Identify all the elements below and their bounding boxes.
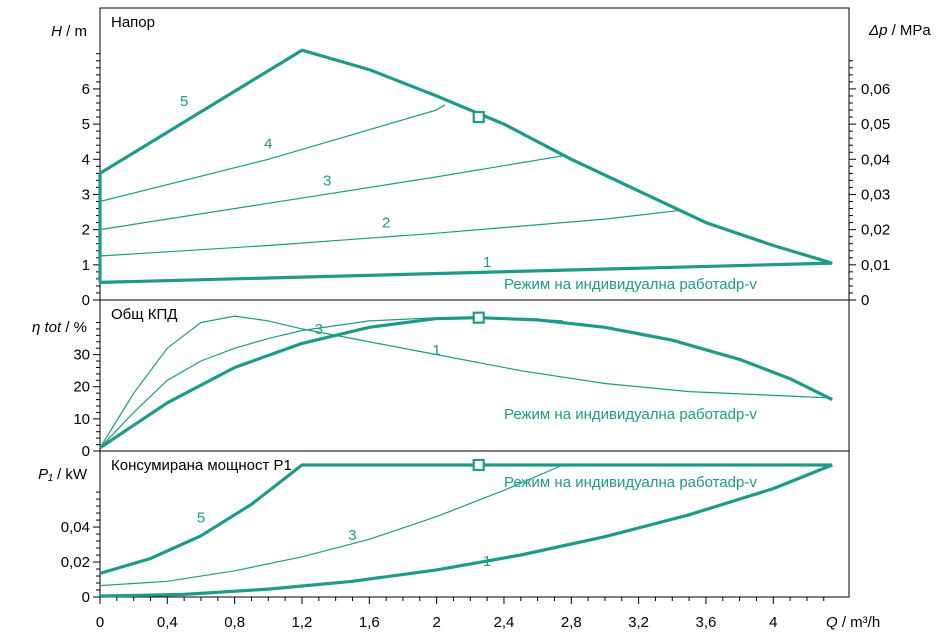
curve-label-5: 5 bbox=[180, 93, 188, 110]
y-tick-label: 0 bbox=[82, 443, 90, 460]
curve-1 bbox=[99, 315, 833, 449]
y-tick-label: 0 bbox=[82, 292, 90, 309]
curve-label-3: 3 bbox=[315, 321, 323, 338]
curve-4 bbox=[99, 104, 446, 203]
y-tick-label: 0,04 bbox=[61, 519, 90, 536]
y-tick-label: 20 bbox=[73, 379, 90, 396]
curve-2 bbox=[99, 209, 681, 257]
y-tick-label: 6 bbox=[82, 81, 90, 98]
curve-5 bbox=[99, 316, 833, 450]
y2-axis-label: Δp / MPa bbox=[868, 22, 931, 39]
y-tick-label: 30 bbox=[73, 347, 90, 364]
operating-point-marker bbox=[472, 110, 485, 124]
y-tick-label: 0 bbox=[82, 589, 90, 606]
panel-frame bbox=[99, 450, 850, 598]
curve-3 bbox=[99, 155, 563, 231]
panel-title: Общ КПД bbox=[111, 306, 177, 323]
y2-tick-label: 0,03 bbox=[861, 186, 890, 203]
x-tick-label: 1,6 bbox=[359, 614, 380, 631]
curve-label-2: 2 bbox=[382, 215, 390, 232]
mode-label: Режим на индивидуална работаdp-v bbox=[504, 474, 757, 491]
x-tick-label: 1,2 bbox=[292, 614, 313, 631]
curve-label-4: 4 bbox=[264, 135, 272, 152]
panel-1: 0 1 2 3 4 5 6 0 0,01 0,02 0,03 0,04 0,05 0,06 Δp / MPa… bbox=[51, 7, 931, 309]
curve-label-5: 5 bbox=[197, 509, 205, 526]
panel-frame bbox=[99, 7, 850, 301]
curve-3 bbox=[99, 464, 564, 587]
y2-tick-label: 0,02 bbox=[861, 222, 890, 239]
curve-label-3: 3 bbox=[323, 172, 331, 189]
curve-5 bbox=[99, 463, 833, 575]
curve-1 bbox=[99, 463, 833, 598]
x-tick-label: 0 bbox=[96, 614, 104, 631]
curve-1 bbox=[99, 261, 833, 284]
curve-5 bbox=[98, 48, 833, 283]
y2-tick-label: 0,05 bbox=[861, 116, 890, 133]
x-tick-label: 0,4 bbox=[157, 614, 178, 631]
panel-2: 0 10 20 30 η tot / % Общ КПД 1 3 Режим на индиви… bbox=[32, 299, 850, 460]
x-axis-label: Q / m³/h bbox=[826, 614, 880, 631]
y2-tick-label: 0 bbox=[861, 292, 869, 309]
y-tick-label: 4 bbox=[82, 151, 90, 168]
x-tick-label: 0,8 bbox=[224, 614, 245, 631]
y-tick-label: 5 bbox=[82, 116, 90, 133]
y2-tick-label: 0,04 bbox=[861, 151, 890, 168]
y-axis-label: H / m bbox=[51, 23, 87, 40]
operating-point-marker bbox=[472, 311, 485, 324]
mode-label: Режим на индивидуална работаdp-v bbox=[504, 406, 757, 423]
y-tick-label: 3 bbox=[82, 186, 90, 203]
y2-tick-label: 0,01 bbox=[861, 257, 890, 274]
panel-title: Консумирана мощност P1 bbox=[111, 457, 292, 474]
y-tick-label: 10 bbox=[73, 411, 90, 428]
x-tick-label: 4 bbox=[769, 614, 777, 631]
x-tick-label: 2 bbox=[432, 614, 440, 631]
y-tick-label: 0,02 bbox=[61, 554, 90, 571]
y-axis-label: η tot / % bbox=[32, 319, 87, 336]
y-tick-label: 2 bbox=[82, 222, 90, 239]
panel-3: 0 0,02 0,04 P₁ / kW Консумирана мощност P1 1 3… bbox=[38, 450, 880, 631]
y-axis-label: P₁ / kW bbox=[38, 466, 88, 483]
curve-label-1: 1 bbox=[483, 553, 491, 570]
curve-label-1: 1 bbox=[432, 342, 440, 359]
y2-tick-label: 0,06 bbox=[861, 81, 890, 98]
curve-label-1: 1 bbox=[483, 254, 491, 271]
x-tick-label: 3,6 bbox=[696, 614, 717, 631]
x-tick-label: 2,8 bbox=[561, 614, 582, 631]
x-tick-label: 2,4 bbox=[494, 614, 515, 631]
panel-title: Напор bbox=[111, 14, 155, 31]
x-tick-label: 3,2 bbox=[628, 614, 649, 631]
y-tick-label: 1 bbox=[82, 257, 90, 274]
mode-label: Режим на индивидуална работаdp-v bbox=[504, 276, 757, 293]
curve-label-3: 3 bbox=[348, 527, 356, 544]
operating-point-marker bbox=[472, 458, 485, 472]
